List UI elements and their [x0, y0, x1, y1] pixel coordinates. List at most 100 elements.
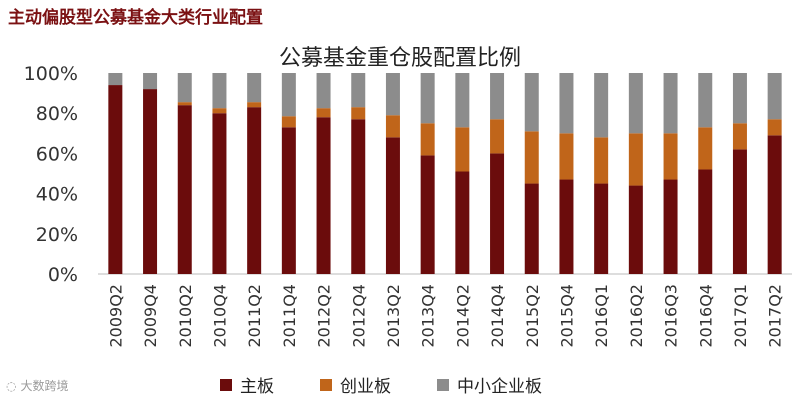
bar-segment-series-1	[385, 115, 400, 138]
bar-segment-series-1	[767, 119, 782, 136]
bar-segment-series-1	[524, 131, 539, 184]
legend-item-chinext: 创业板	[320, 372, 391, 397]
bar-segment-series-1	[316, 108, 331, 118]
x-tick-label: 2013Q4	[419, 284, 438, 348]
bar-segment-series-0	[177, 105, 192, 274]
bar-segment-series-1	[559, 133, 574, 180]
bar-segment-series-0	[143, 89, 158, 274]
bar-segment-series-0	[698, 169, 713, 274]
x-tick-label: 2016Q4	[696, 284, 715, 348]
legend-item-main-board: 主板	[220, 372, 274, 397]
y-tick-label: 60%	[36, 143, 78, 165]
bar-segment-series-0	[524, 183, 539, 274]
bar-segment-series-0	[212, 113, 227, 274]
bar-segment-series-1	[594, 137, 609, 184]
bar-segment-series-0	[732, 149, 747, 274]
bar-segment-series-2	[559, 73, 574, 134]
x-tick-label: 2017Q2	[766, 284, 785, 348]
x-tick-label: 2016Q1	[592, 284, 611, 348]
bar-segment-series-2	[420, 73, 435, 124]
bar-segment-series-1	[490, 119, 505, 154]
y-tick-label: 100%	[24, 63, 78, 85]
bar-segment-series-0	[490, 153, 505, 274]
watermark-text: 大数跨境	[20, 379, 69, 393]
y-tick-label: 0%	[48, 264, 78, 286]
watermark: ◌ 大数跨境	[6, 377, 69, 394]
x-tick-label: 2010Q4	[210, 284, 229, 348]
bar-segment-series-2	[594, 73, 609, 138]
legend-swatch-main-board	[220, 378, 232, 391]
bar-segment-series-0	[663, 179, 678, 274]
bar-segment-series-1	[663, 133, 678, 180]
x-tick-label: 2009Q4	[141, 284, 160, 348]
bar-segment-series-1	[351, 107, 366, 120]
x-tick-label: 2009Q2	[106, 284, 125, 348]
bar-segment-series-0	[628, 185, 643, 274]
x-tick-label: 2015Q2	[523, 284, 542, 348]
bar-segment-series-1	[455, 127, 470, 172]
bar-segment-series-2	[455, 73, 470, 128]
x-tick-label: 2016Q2	[627, 284, 646, 348]
x-tick-label: 2010Q2	[176, 284, 195, 348]
legend-label-chinext: 创业板	[340, 377, 391, 397]
watermark-logo-icon: ◌	[6, 378, 17, 393]
bar-segment-series-2	[143, 73, 158, 90]
x-tick-label: 2012Q4	[349, 284, 368, 348]
legend: 主板 创业板 中小企业板	[220, 372, 542, 397]
bar-segment-series-2	[698, 73, 713, 128]
x-tick-label: 2016Q3	[662, 284, 681, 348]
bar-segment-series-1	[247, 102, 262, 108]
bar-segment-series-2	[732, 73, 747, 124]
bar-segment-series-2	[108, 73, 123, 86]
x-tick-label: 2014Q2	[453, 284, 472, 348]
bar-segment-series-0	[594, 183, 609, 274]
x-tick-label: 2013Q2	[384, 284, 403, 348]
bar-segment-series-0	[559, 179, 574, 274]
x-tick-label: 2015Q4	[557, 284, 576, 348]
bar-segment-series-0	[767, 135, 782, 274]
bar-segment-series-2	[281, 73, 296, 117]
bar-segment-series-1	[420, 123, 435, 156]
bar-segment-series-1	[732, 123, 747, 150]
bar-segment-series-0	[108, 85, 123, 274]
bar-segment-series-2	[628, 73, 643, 134]
y-tick-label: 80%	[36, 103, 78, 125]
bar-segment-series-2	[316, 73, 331, 109]
bar-segment-series-1	[628, 133, 643, 186]
x-tick-label: 2011Q2	[245, 284, 264, 348]
bar-segment-series-1	[212, 108, 227, 114]
bar-segment-series-2	[767, 73, 782, 120]
legend-swatch-chinext	[320, 378, 332, 391]
bar-segment-series-1	[281, 116, 296, 128]
legend-swatch-sme-board	[437, 378, 449, 391]
x-tick-label: 2011Q4	[280, 284, 299, 348]
legend-item-sme-board: 中小企业板	[437, 372, 542, 397]
bar-segment-series-2	[351, 73, 366, 108]
bar-segment-series-0	[247, 107, 262, 274]
bar-segment-series-1	[698, 127, 713, 170]
bar-segment-series-2	[177, 73, 192, 103]
bar-segment-series-2	[247, 73, 262, 103]
x-tick-label: 2014Q4	[488, 284, 507, 348]
bar-segment-series-0	[420, 155, 435, 274]
bar-segment-series-0	[351, 119, 366, 274]
x-tick-label: 2012Q2	[315, 284, 334, 348]
bar-segment-series-2	[385, 73, 400, 116]
x-tick-label: 2017Q1	[731, 284, 750, 348]
bar-segment-series-0	[385, 137, 400, 274]
bar-segment-series-2	[524, 73, 539, 132]
bar-segment-series-0	[281, 127, 296, 275]
chart-title: 公募基金重仓股配置比例	[278, 46, 521, 71]
y-tick-label: 40%	[36, 184, 78, 206]
legend-label-sme-board: 中小企业板	[457, 377, 542, 397]
bar-segment-series-2	[663, 73, 678, 134]
legend-label-main-board: 主板	[240, 377, 274, 397]
y-tick-label: 20%	[36, 224, 78, 246]
bar-segment-series-0	[455, 171, 470, 274]
bar-segment-series-2	[490, 73, 505, 120]
bar-segment-series-2	[212, 73, 227, 109]
bar-segment-series-1	[177, 102, 192, 106]
bar-segment-series-0	[316, 117, 331, 274]
page-title: 主动偏股型公募基金大类行业配置	[8, 8, 263, 28]
